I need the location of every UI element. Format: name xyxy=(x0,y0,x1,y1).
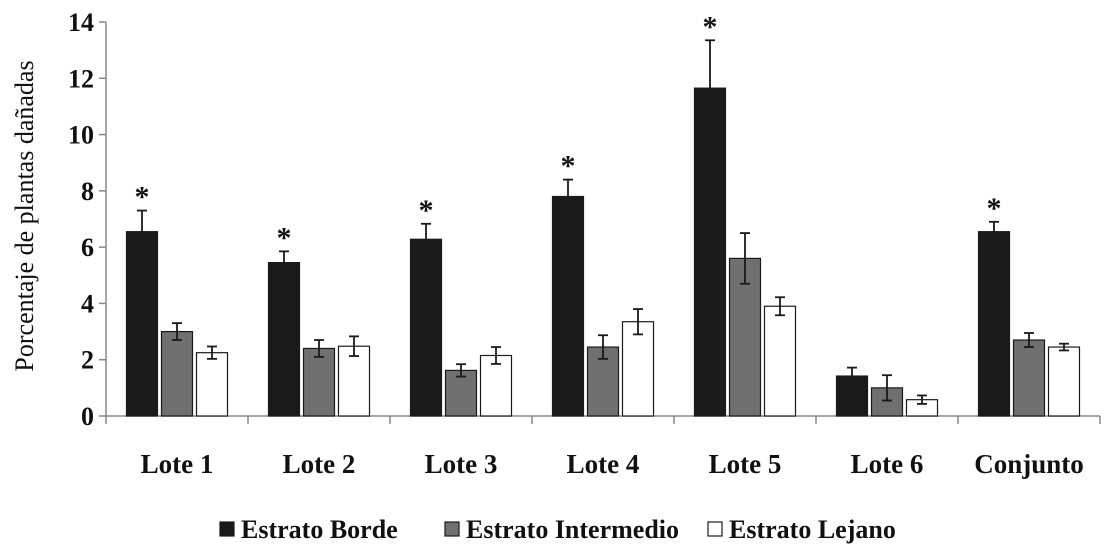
bar-estrato-borde xyxy=(267,262,301,417)
error-bars xyxy=(137,39,1069,405)
bar-estrato-intermedio xyxy=(728,257,762,417)
significance-star: * xyxy=(277,221,292,254)
significance-star: * xyxy=(135,181,150,214)
bar-estrato-lejano xyxy=(1047,346,1081,417)
y-tick-label: 12 xyxy=(68,64,94,93)
bar-estrato-intermedio xyxy=(302,347,336,417)
bar-estrato-lejano xyxy=(195,352,229,417)
y-tick-label: 6 xyxy=(81,233,94,262)
x-tick-label: Lote 6 xyxy=(851,449,924,479)
bars xyxy=(125,87,1081,417)
y-tick-label: 2 xyxy=(81,346,94,375)
bar-estrato-borde xyxy=(125,231,159,417)
significance-star: * xyxy=(987,192,1002,225)
x-tick-label: Conjunto xyxy=(974,449,1084,479)
y-tick-label: 4 xyxy=(81,289,94,318)
significance-star: * xyxy=(561,150,576,183)
legend-swatch xyxy=(219,521,235,537)
y-tick-label: 8 xyxy=(81,177,94,206)
x-tick-label: Lote 4 xyxy=(567,449,640,479)
bar-estrato-intermedio xyxy=(160,330,194,417)
significance-star: * xyxy=(703,10,718,43)
x-tick-label: Lote 3 xyxy=(425,449,498,479)
legend-label: Estrato Borde xyxy=(241,515,398,544)
bar-estrato-borde xyxy=(409,238,443,417)
significance-star: * xyxy=(419,194,434,227)
bar-estrato-intermedio xyxy=(1012,339,1046,417)
x-tick-label: Lote 5 xyxy=(709,449,782,479)
bar-estrato-borde xyxy=(551,195,585,417)
legend-label: Estrato Intermedio xyxy=(466,515,679,544)
legend-label: Estrato Lejano xyxy=(729,515,896,544)
legend: Estrato Borde Estrato Intermedio Estrato L… xyxy=(219,515,896,544)
x-tick-label: Lote 2 xyxy=(283,449,356,479)
bar-estrato-borde xyxy=(977,231,1011,417)
y-axis: 0 2 4 6 8 10 12 14 xyxy=(68,8,107,431)
y-tick-label: 14 xyxy=(68,8,94,37)
bar-estrato-borde xyxy=(693,87,727,417)
y-tick-label: 0 xyxy=(81,402,94,431)
x-axis: Lote 1 Lote 2 Lote 3 Lote 4 Lote 5 Lote 6 Conj… xyxy=(105,415,1101,479)
bar-estrato-lejano xyxy=(479,354,513,417)
y-axis-title: Porcentaje de plantas dañadas xyxy=(10,60,39,371)
bar-estrato-lejano xyxy=(621,321,655,417)
legend-swatch xyxy=(444,521,460,537)
bar-estrato-lejano xyxy=(763,305,797,417)
legend-swatch xyxy=(707,521,723,537)
x-tick-label: Lote 1 xyxy=(141,449,214,479)
y-tick-label: 10 xyxy=(68,121,94,150)
significance-markers: * * * * * * xyxy=(135,10,1002,254)
bar-estrato-lejano xyxy=(337,345,371,417)
